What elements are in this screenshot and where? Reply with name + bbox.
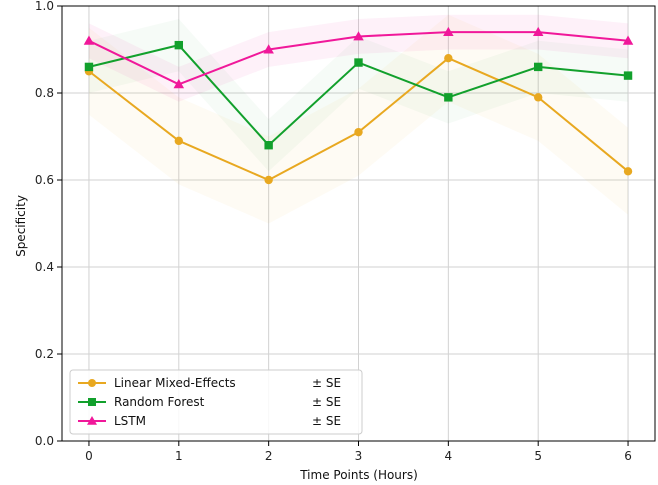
- data-point-1-0: [84, 62, 94, 72]
- y-tick-label-0: 0.0: [35, 434, 54, 448]
- legend-entry-1: Random Forest ± SE: [78, 395, 341, 409]
- data-point-0-1: [174, 136, 184, 146]
- data-point-2-6: [622, 35, 634, 45]
- legend-label-0: Linear Mixed-Effects: [114, 376, 236, 390]
- data-point-0-2: [264, 175, 273, 185]
- series-1: [84, 40, 633, 150]
- se-bands: [88, 14, 629, 224]
- data-point-2-3: [353, 31, 364, 41]
- data-point-2-4: [443, 26, 454, 37]
- data-point-2-2: [263, 44, 274, 54]
- x-tick-label-1: 1: [175, 449, 183, 463]
- se-band-2: [88, 14, 629, 102]
- y-tick-label-3: 0.6: [35, 173, 54, 187]
- data-point-1-1: [174, 40, 184, 50]
- series-lines: [83, 26, 634, 185]
- data-point-0-6: [623, 167, 633, 176]
- data-point-0-5: [533, 93, 543, 102]
- legend: Linear Mixed-Effects ± SE Random Forest ± S…: [69, 369, 363, 435]
- legend-entry-2: LSTM ± SE: [78, 414, 341, 428]
- legend-box: [69, 369, 363, 435]
- legend-entry-0: Linear Mixed-Effects ± SE: [78, 376, 341, 390]
- data-point-1-5: [533, 62, 543, 72]
- legend-se-label-0: ± SE: [312, 376, 341, 390]
- se-band-1: [88, 19, 629, 172]
- x-tick-label-3: 3: [355, 449, 363, 463]
- data-point-1-2: [264, 141, 273, 150]
- x-tick-label-4: 4: [445, 449, 453, 463]
- axes: 0 1 2 3 4 5 6 0.0 0.2 0.4 0.6 0.8 1.0: [35, 0, 656, 463]
- series-2: [83, 26, 634, 89]
- data-point-1-4: [444, 93, 453, 102]
- legend-label-2: LSTM: [114, 414, 146, 428]
- legend-se-label-2: ± SE: [312, 414, 341, 428]
- legend-marker-2: [87, 416, 97, 425]
- x-tick-label-0: 0: [85, 449, 93, 463]
- x-tick-label-5: 5: [534, 449, 542, 463]
- data-point-2-5: [532, 26, 544, 37]
- legend-marker-0: [88, 379, 96, 387]
- x-tick-label-2: 2: [265, 449, 273, 463]
- se-band-0: [88, 14, 629, 224]
- data-point-0-4: [444, 54, 453, 63]
- data-point-1-3: [354, 58, 363, 67]
- legend-se-label-1: ± SE: [312, 395, 341, 409]
- y-tick-label-1: 0.2: [35, 347, 54, 361]
- x-axis-label: Time Points (Hours): [299, 468, 418, 482]
- y-axis-label: Specificity: [14, 195, 28, 257]
- y-tick-label-2: 0.4: [35, 260, 54, 274]
- data-point-0-3: [354, 127, 363, 137]
- data-point-2-0: [83, 35, 95, 45]
- data-point-2-1: [173, 79, 185, 89]
- data-point-1-6: [623, 71, 633, 80]
- y-tick-label-4: 0.8: [35, 86, 54, 100]
- x-tick-label-6: 6: [624, 449, 632, 463]
- legend-marker-1: [88, 398, 96, 406]
- y-tick-label-5: 1.0: [35, 0, 54, 13]
- legend-label-1: Random Forest: [114, 395, 205, 409]
